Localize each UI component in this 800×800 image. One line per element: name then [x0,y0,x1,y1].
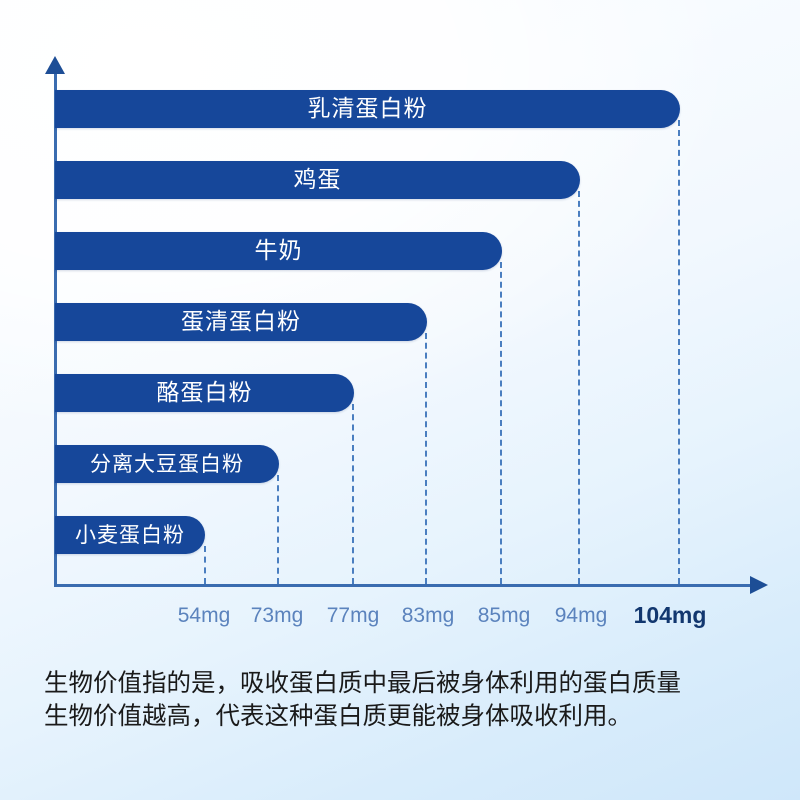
bar-row-milk[interactable]: 牛奶 [55,232,502,270]
leader-line-54 [204,546,206,584]
bar-label-egg: 鸡蛋 [293,167,342,193]
bar-label-soy-isolate: 分离大豆蛋白粉 [90,452,244,476]
leader-line-83 [425,333,427,584]
bar-label-milk: 牛奶 [254,238,303,264]
bar-label-egg-white: 蛋清蛋白粉 [181,309,301,335]
bar-whey[interactable] [55,90,680,128]
x-axis-line [54,584,756,587]
bar-milk[interactable] [55,232,502,270]
leader-line-85 [500,262,502,584]
bar-egg[interactable] [55,161,580,199]
caption-block: 生物价值指的是，吸收蛋白质中最后被身体利用的蛋白质量 生物价值越高，代表这种蛋白… [44,666,774,732]
bar-row-egg[interactable]: 鸡蛋 [55,161,580,199]
x-axis-arrow-icon [750,576,768,594]
bar-row-whey[interactable]: 乳清蛋白粉 [55,90,680,128]
y-axis-arrow-icon [45,56,65,74]
leader-line-104 [678,120,680,584]
tick-label-54mg: 54mg [177,604,231,627]
bar-row-egg-white[interactable]: 蛋清蛋白粉 [55,303,427,341]
bar-row-soy-isolate[interactable]: 分离大豆蛋白粉 [55,445,279,483]
tick-label-94mg: 94mg [554,604,608,627]
bar-casein[interactable] [55,374,354,412]
leader-line-94 [578,191,580,584]
caption-line-1: 生物价值指的是，吸收蛋白质中最后被身体利用的蛋白质量 [44,668,681,697]
bar-label-casein: 酪蛋白粉 [156,380,253,406]
bar-egg-white[interactable] [55,303,427,341]
tick-label-73mg: 73mg [250,604,304,627]
tick-label-77mg: 77mg [326,604,380,627]
bar-label-whey: 乳清蛋白粉 [307,96,428,122]
tick-label-83mg: 83mg [401,604,455,627]
bar-label-wheat: 小麦蛋白粉 [75,523,185,547]
leader-line-73 [277,475,279,584]
leader-line-77 [352,404,354,584]
bar-soy-isolate[interactable] [55,445,279,483]
caption-line-2: 生物价值越高，代表这种蛋白质更能被身体吸收利用。 [44,701,632,730]
bar-row-casein[interactable]: 酪蛋白粉 [55,374,354,412]
tick-label-85mg: 85mg [477,604,531,627]
bar-wheat[interactable] [55,516,205,554]
tick-label-104mg: 104mg [633,602,707,628]
bar-row-wheat[interactable]: 小麦蛋白粉 [55,516,205,554]
